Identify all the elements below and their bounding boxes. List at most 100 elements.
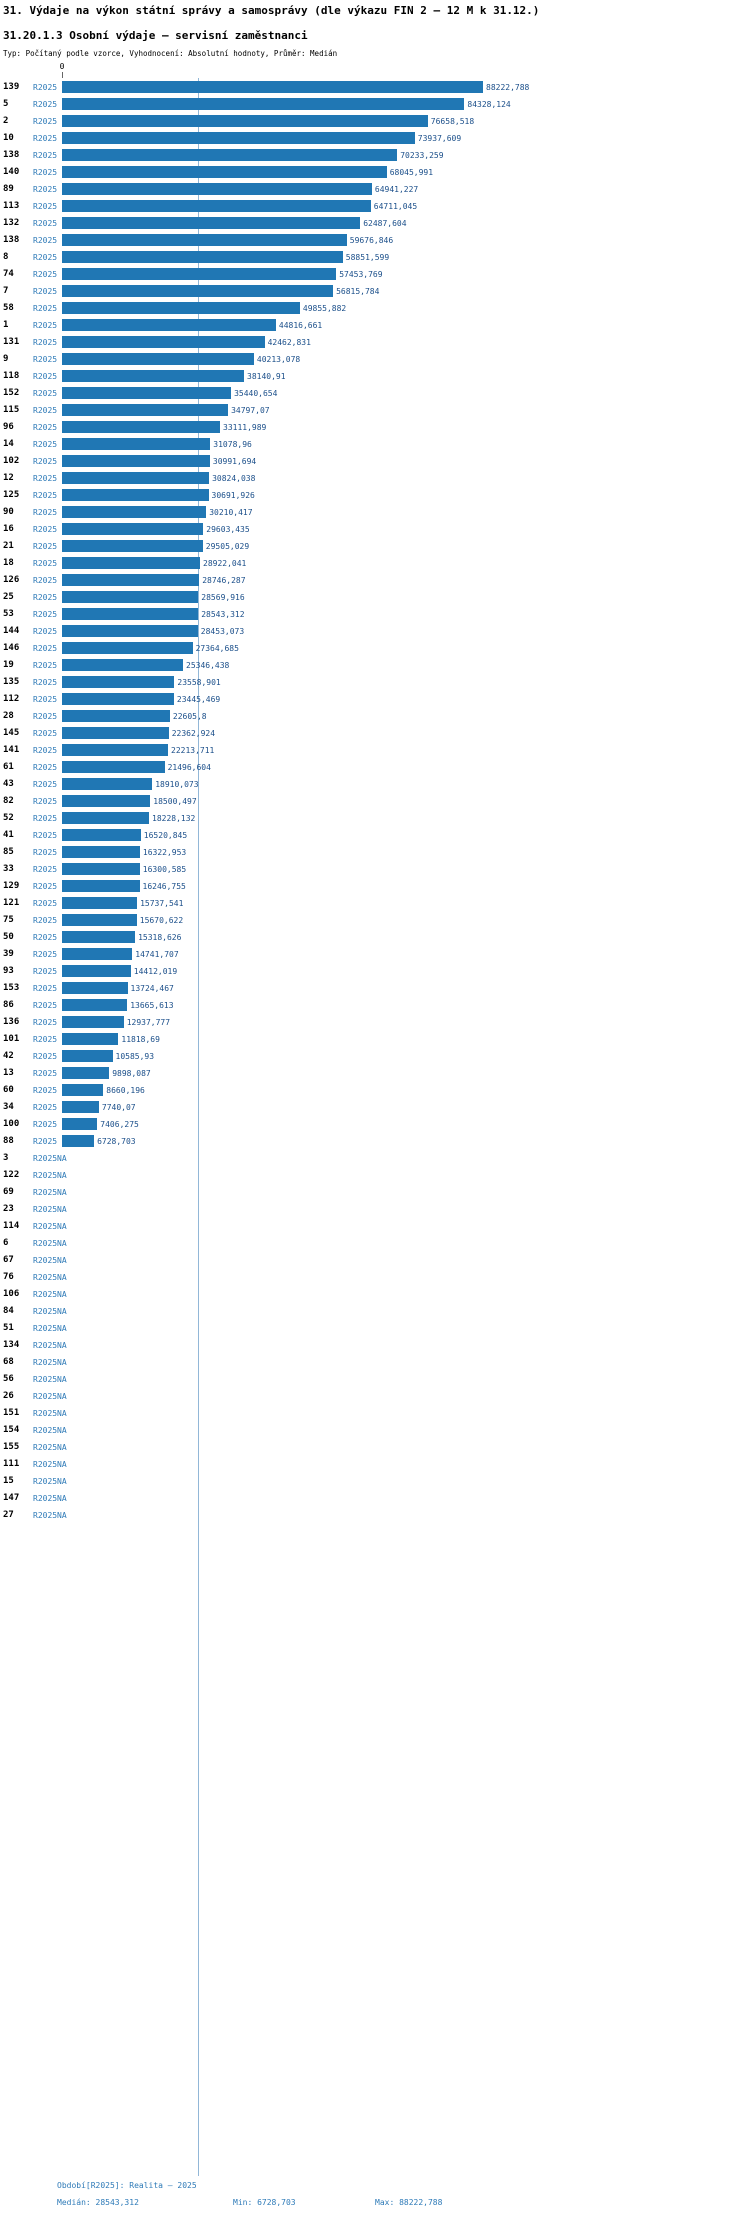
bar-row: 82 R2025 18500,497 (0, 792, 750, 809)
row-id: 19 (3, 659, 14, 670)
row-id: 139 (3, 81, 20, 92)
row-id: 84 (3, 1305, 14, 1316)
value-label: 84328,124 (467, 99, 511, 109)
bar-row: 144 R2025 28453,073 (0, 622, 750, 639)
series-label: R2025 (33, 286, 58, 296)
value-label: 18228,132 (152, 813, 196, 823)
bar-row: 23 R2025 NA (0, 1200, 750, 1217)
value-label: 40213,078 (256, 354, 301, 364)
series-label: R2025 (33, 1272, 58, 1282)
bar-row: 27 R2025 NA (0, 1506, 750, 1523)
row-id: 114 (3, 1220, 20, 1231)
na-label: NA (57, 1510, 67, 1520)
na-label: NA (57, 1340, 67, 1350)
value-label: 62487,604 (363, 218, 407, 228)
bar-row: 152 R2025 35440,654 (0, 384, 750, 401)
series-label: R2025 (33, 1221, 58, 1231)
bar-row: 26 R2025 NA (0, 1387, 750, 1404)
bar-row: 115 R2025 34797,07 (0, 401, 750, 418)
series-label: R2025 (33, 1442, 58, 1452)
value-label: 30210,417 (209, 507, 253, 517)
row-id: 16 (3, 523, 14, 534)
value-label: 70233,259 (400, 150, 444, 160)
na-label: NA (57, 1442, 67, 1452)
value-bar (62, 199, 371, 212)
row-id: 132 (3, 217, 20, 228)
value-bar (62, 981, 128, 994)
na-label: NA (57, 1204, 67, 1214)
bar-row: 10 R2025 73937,609 (0, 129, 750, 146)
series-label: R2025 (33, 1340, 58, 1350)
value-bar (62, 930, 136, 943)
value-bar (62, 913, 137, 926)
row-id: 43 (3, 778, 14, 789)
value-label: 27364,685 (195, 643, 239, 653)
series-label: R2025 (33, 626, 58, 636)
value-label: 76658,518 (430, 116, 475, 126)
bar-row: 60 R2025 8660,196 (0, 1081, 750, 1098)
bar-row: 141 R2025 22213,711 (0, 741, 750, 758)
value-bar (62, 726, 169, 739)
row-id: 113 (3, 200, 20, 211)
value-label: 35440,654 (234, 388, 278, 398)
bar-row: 131 R2025 42462,831 (0, 333, 750, 350)
bar-row: 28 R2025 22605,8 (0, 707, 750, 724)
series-label: R2025 (33, 456, 58, 466)
series-label: R2025 (33, 1425, 58, 1435)
series-label: R2025 (33, 1408, 58, 1418)
series-label: R2025 (33, 1459, 58, 1469)
value-label: 68045,991 (389, 167, 434, 177)
bar-row: 96 R2025 33111,989 (0, 418, 750, 435)
bar-row: 113 R2025 64711,045 (0, 197, 750, 214)
bar-row: 16 R2025 29603,435 (0, 520, 750, 537)
row-id: 61 (3, 761, 14, 772)
row-id: 135 (3, 676, 20, 687)
row-id: 141 (3, 744, 20, 755)
row-id: 134 (3, 1339, 20, 1350)
value-label: 28569,916 (201, 592, 245, 602)
value-bar (62, 1117, 98, 1130)
value-bar (62, 335, 265, 348)
bar-row: 7 R2025 56815,784 (0, 282, 750, 299)
value-bar (62, 743, 168, 756)
value-bar (62, 777, 153, 790)
value-label: 16246,755 (142, 881, 186, 891)
value-bar (62, 454, 210, 467)
bar-row: 41 R2025 16520,845 (0, 826, 750, 843)
value-bar (62, 1066, 110, 1079)
row-id: 42 (3, 1050, 14, 1061)
bar-row: 1 R2025 44816,661 (0, 316, 750, 333)
series-label: R2025 (33, 1374, 58, 1384)
value-bar (62, 794, 151, 807)
na-label: NA (57, 1238, 67, 1248)
row-id: 138 (3, 234, 20, 245)
row-id: 126 (3, 574, 20, 585)
row-id: 146 (3, 642, 20, 653)
row-id: 112 (3, 693, 20, 704)
value-label: 28543,312 (201, 609, 245, 619)
value-label: 23445,469 (176, 694, 221, 704)
series-label: R2025 (33, 116, 58, 126)
row-id: 90 (3, 506, 14, 517)
row-id: 53 (3, 608, 14, 619)
row-id: 5 (3, 98, 9, 109)
bar-row: 84 R2025 NA (0, 1302, 750, 1319)
series-label: R2025 (33, 966, 58, 976)
value-bar (62, 1134, 95, 1147)
series-label: R2025 (33, 1238, 58, 1248)
row-id: 76 (3, 1271, 14, 1282)
series-label: R2025 (33, 1170, 58, 1180)
series-label: R2025 (33, 1000, 58, 1010)
series-label: R2025 (33, 1187, 58, 1197)
row-id: 2 (3, 115, 9, 126)
row-id: 86 (3, 999, 14, 1010)
row-id: 145 (3, 727, 20, 738)
series-label: R2025 (33, 235, 58, 245)
value-label: 18910,073 (155, 779, 199, 789)
bar-row: 122 R2025 NA (0, 1166, 750, 1183)
row-id: 67 (3, 1254, 14, 1265)
bar-row: 21 R2025 29505,029 (0, 537, 750, 554)
row-id: 56 (3, 1373, 14, 1384)
row-id: 85 (3, 846, 14, 857)
row-id: 144 (3, 625, 20, 636)
